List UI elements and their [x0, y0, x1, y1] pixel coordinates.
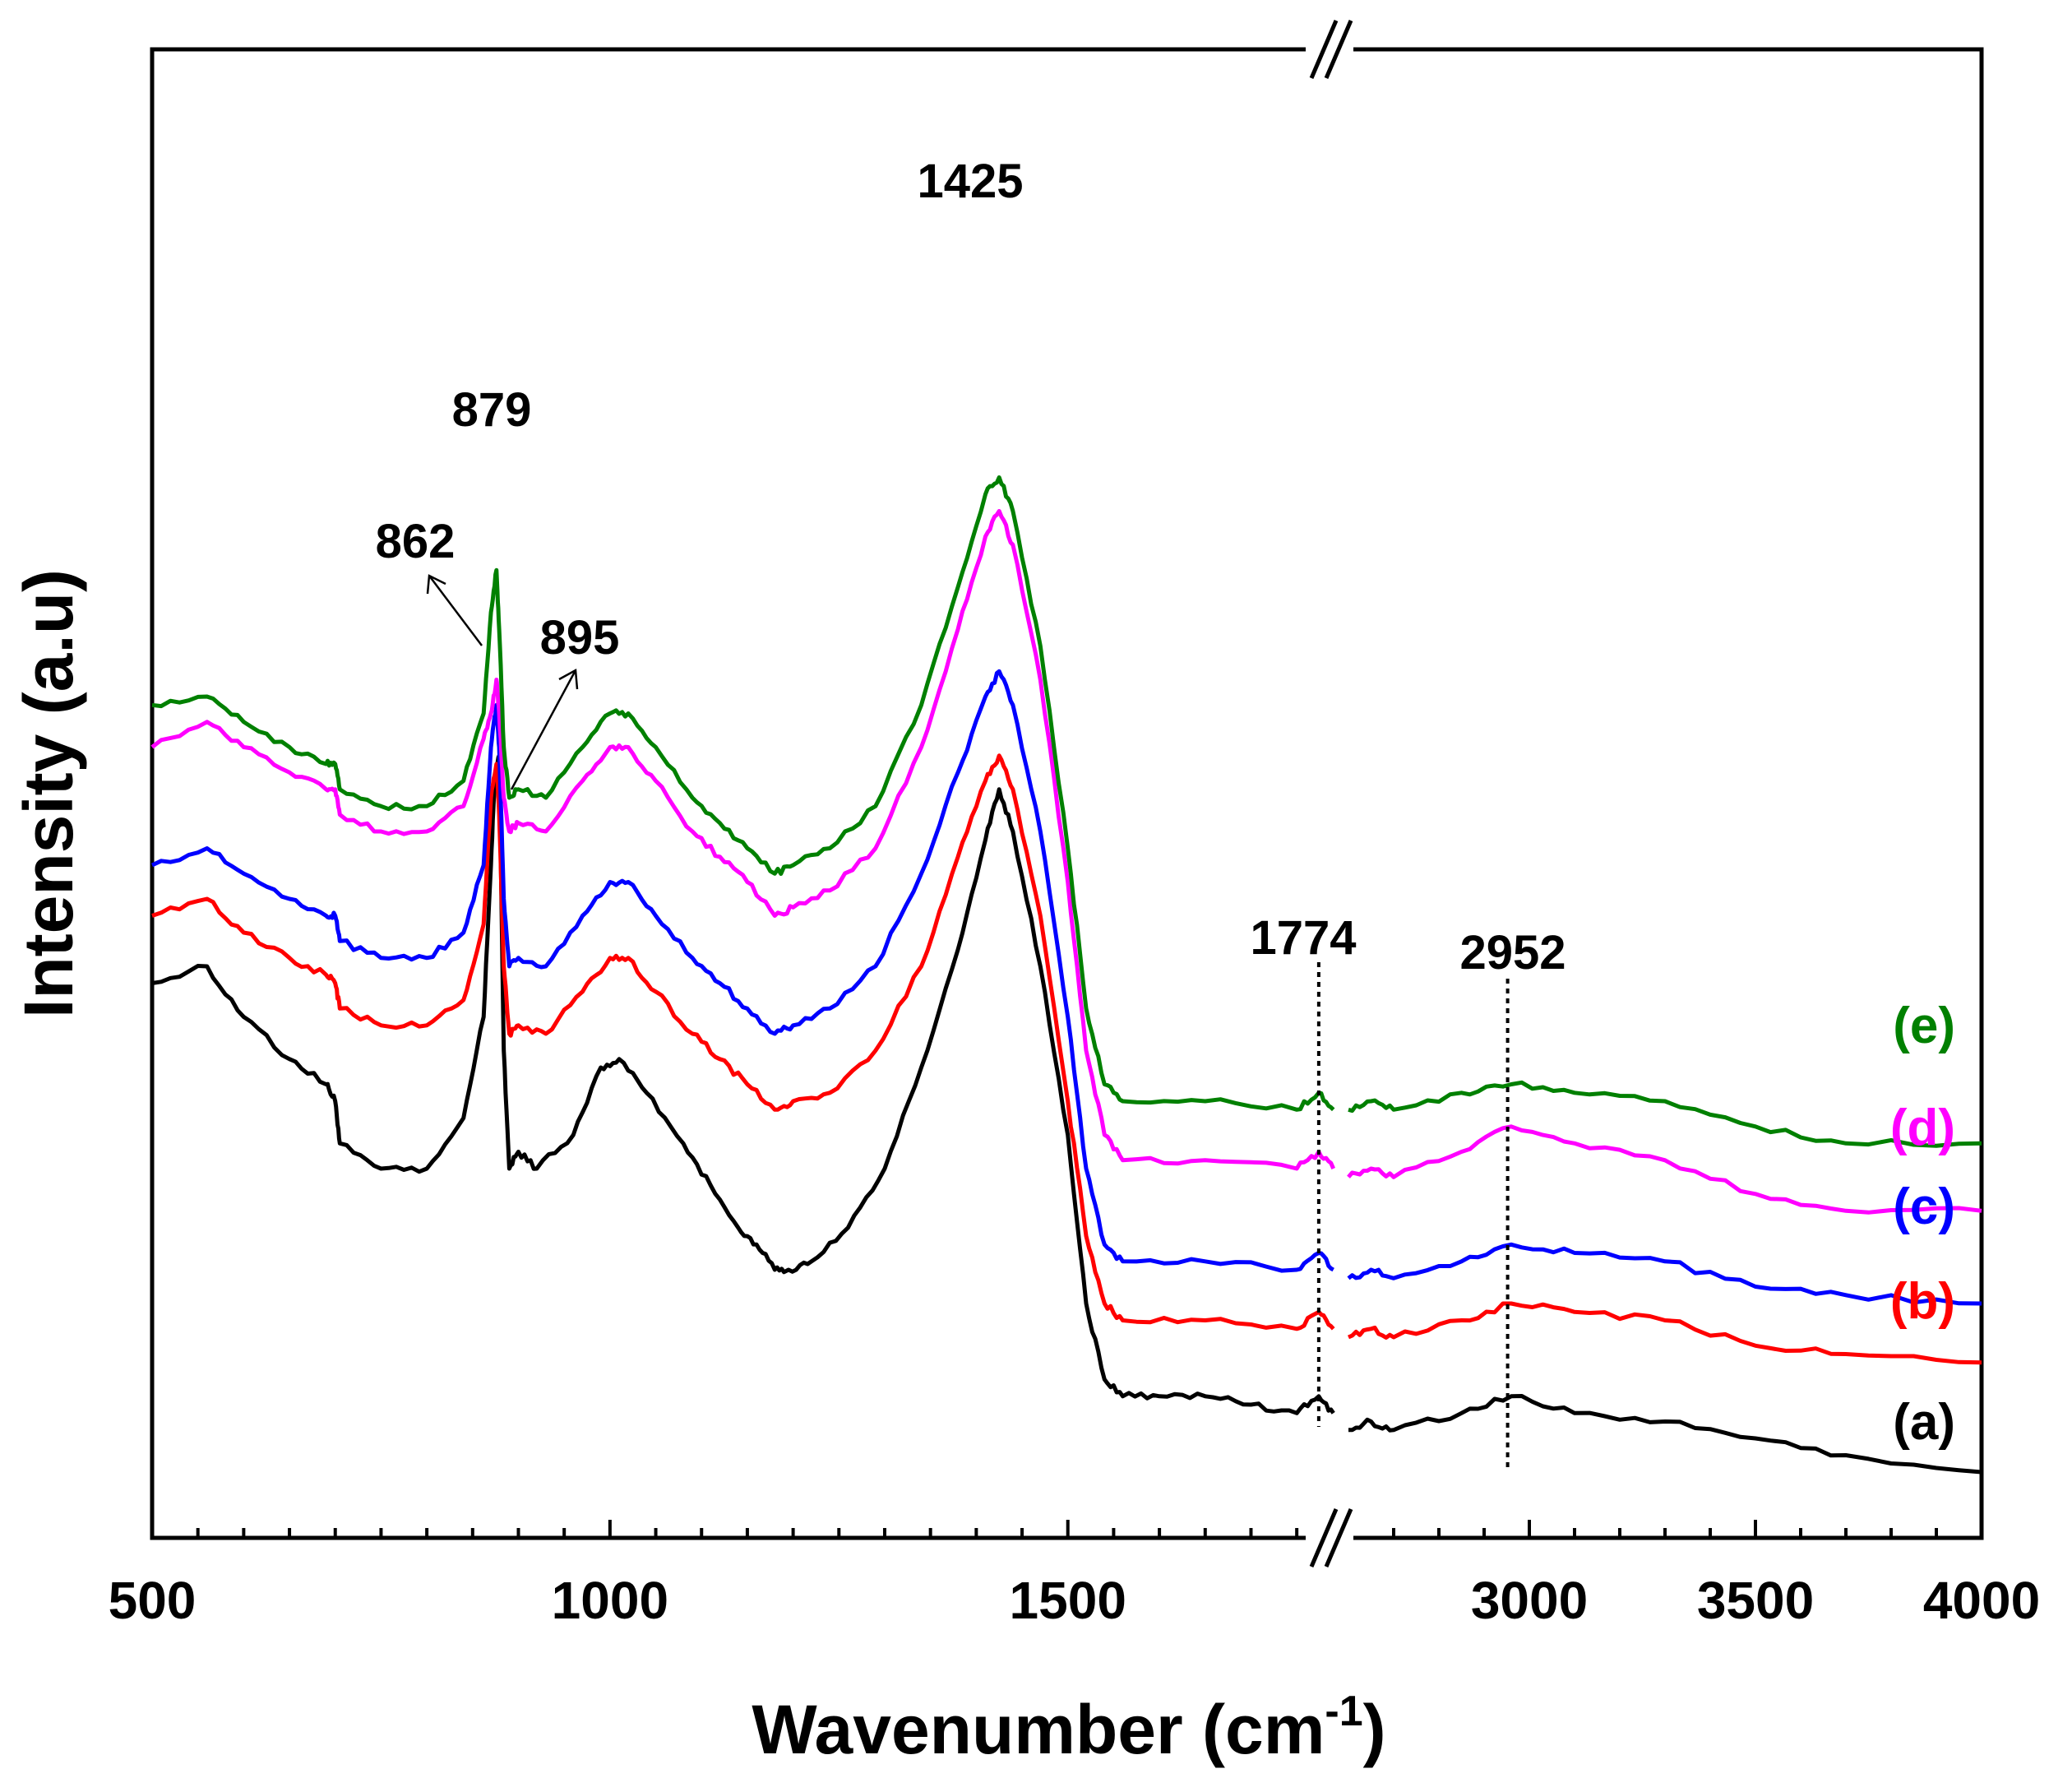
axis-break-marks: [1306, 20, 1353, 1567]
annotation-2952: 2952: [1459, 926, 1566, 979]
x-tick-label-500: 500: [109, 1571, 197, 1630]
axis-break-gap-top: [1306, 39, 1353, 59]
plot-frame: [150, 47, 1984, 1540]
x-tick-label-3000: 3000: [1471, 1571, 1588, 1630]
series-label-b: (b): [1890, 1273, 1955, 1330]
annotation-1425: 1425: [917, 155, 1023, 208]
series-line-d-left: [150, 509, 1335, 1171]
y-axis-title: Intensity (a.u): [10, 569, 87, 1018]
annotation-895: 895: [540, 611, 620, 664]
axis-break-slash: [1324, 20, 1353, 79]
series-line-e-right: [1348, 1080, 1982, 1148]
annotation-879: 879: [452, 383, 532, 437]
series-line-a-left: [151, 753, 1335, 1415]
series-line-b-right: [1348, 1301, 1982, 1365]
x-axis-title: Wavenumber (cm-1): [752, 1688, 1385, 1768]
series-label-d: (d): [1890, 1100, 1955, 1156]
series-line-e-left: [151, 475, 1335, 1112]
annotation-1774: 1774: [1250, 911, 1356, 965]
annotation-862: 862: [376, 515, 456, 568]
series-label-c: (c): [1893, 1178, 1955, 1235]
axis-break-slash: [1324, 1508, 1353, 1567]
axis-break-slash: [1309, 1508, 1339, 1567]
x-tick-label-3500: 3500: [1697, 1571, 1814, 1630]
x-tick-label-4000: 4000: [1923, 1571, 2040, 1630]
arrow-895: [510, 668, 579, 790]
series-line-b-left: [151, 753, 1335, 1331]
series-line-a-right: [1348, 1394, 1982, 1475]
series-label-a: (a): [1893, 1394, 1955, 1451]
series-line-c-right: [1347, 1242, 1982, 1306]
x-tick-label-1500: 1500: [1010, 1571, 1126, 1630]
x-tick-label-1000: 1000: [552, 1571, 668, 1630]
series-line-c-left: [150, 669, 1334, 1273]
axis-break-slash: [1309, 20, 1339, 79]
series-line-d-right: [1347, 1124, 1982, 1215]
series-label-e: (e): [1893, 998, 1955, 1054]
axis-break-gap-bottom: [1306, 1528, 1353, 1548]
arrow-862: [426, 574, 483, 646]
x-axis-title-superscript: -1: [1325, 1688, 1362, 1735]
